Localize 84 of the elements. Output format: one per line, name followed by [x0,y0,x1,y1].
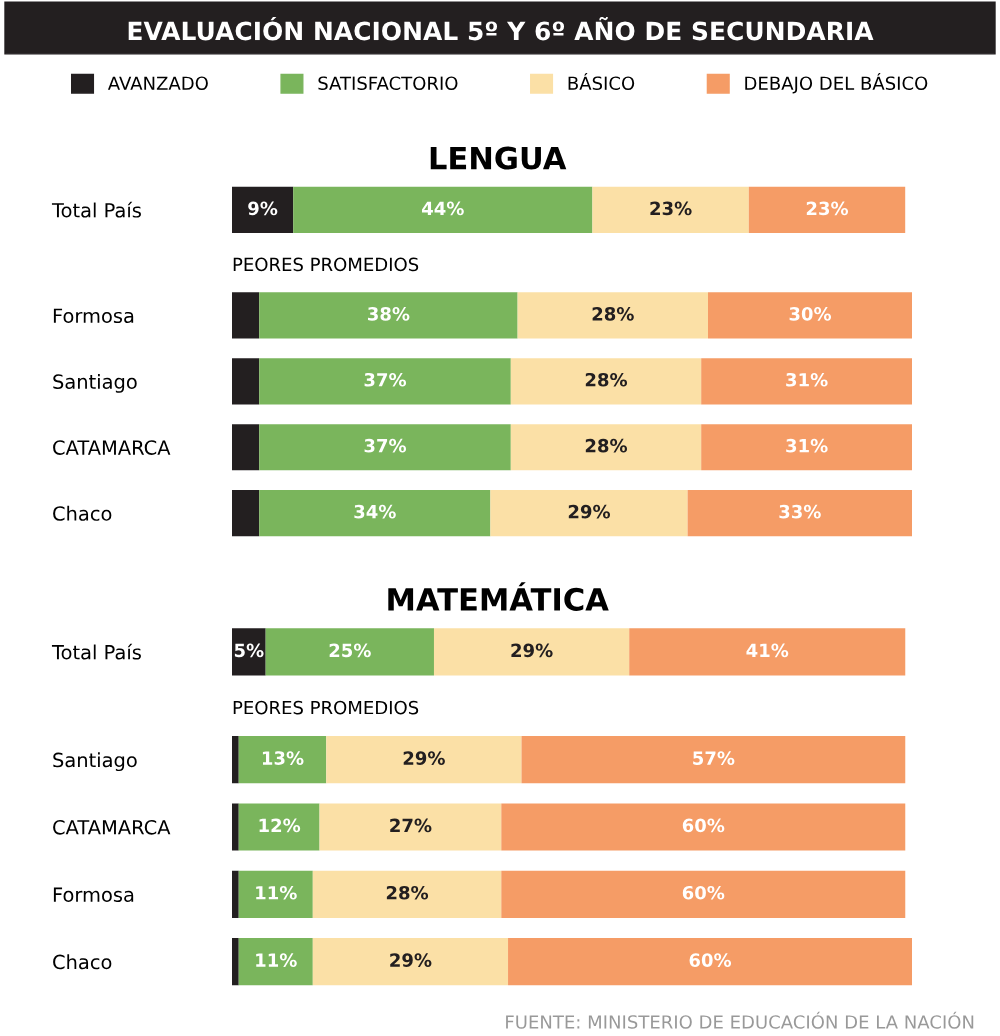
bar [259,292,518,339]
data-label: 44% [422,201,464,216]
data-label: 37% [364,438,407,453]
data-label: 5% [234,643,264,658]
data-label: 28% [585,438,628,453]
bar [687,490,912,537]
legend-label: SATISFACTORIO [318,76,458,91]
y-tick-label: Santiago [53,373,137,393]
bar [232,490,260,537]
bar [319,803,502,851]
bar [259,490,491,537]
data-label: 27% [390,818,432,833]
data-label: 9% [248,201,278,216]
bar [238,870,313,918]
data-label: 13% [262,751,304,765]
y-tick-label: Chaco [53,505,112,521]
data-label: 37% [364,372,407,387]
data-label: 31% [786,372,828,387]
data-label: 29% [568,504,611,519]
bar [510,358,702,405]
bar [312,870,502,918]
data-label: 31% [786,438,828,453]
data-label: 60% [682,818,725,833]
data-label: 34% [354,504,396,519]
data-label: 23% [650,201,692,216]
legend-label: AVANZADO [107,76,208,91]
y-tick-label: Formosa [53,887,134,902]
bar [312,938,509,986]
y-tick-label: Formosa [53,308,134,324]
data-label: 60% [682,885,725,900]
data-label: 28% [386,885,429,900]
data-label: 57% [693,751,735,765]
bar [501,870,906,918]
bar [232,870,239,918]
bar [259,358,511,405]
data-label: 30% [789,307,832,321]
data-label: 28% [592,307,634,321]
bar [238,938,313,986]
bar [508,938,912,986]
annotation: PEORES PROMEDIOS [233,700,419,715]
annotation: PEORES PROMEDIOS [233,257,419,272]
bar [232,292,260,339]
source-note: FUENTE: MINISTERIO DE EDUCACIÓN DE LA NACIÓN [506,1011,974,1029]
y-tick-label: Santiago [53,752,137,772]
chart-subtitle: MATEMÁTICA [388,582,609,611]
bar [238,736,327,784]
chart-subtitle: LENGUA [430,146,567,170]
bar [232,938,239,986]
data-label: 25% [329,643,371,658]
bar [708,292,912,339]
data-label: 60% [689,953,732,967]
data-label: 12% [259,818,301,833]
bar [232,358,260,405]
data-label: 29% [403,751,445,765]
y-tick-label: Total País [51,643,141,660]
legend-label: DEBAJO DEL BÁSICO [745,73,928,94]
data-label: 33% [779,504,821,519]
bar [232,424,260,471]
bar [232,803,239,851]
data-label: 41% [746,643,789,658]
y-tick-label: Total País [51,201,141,218]
data-label: 11% [256,953,297,967]
data-label: 11% [256,885,297,900]
bar [521,736,906,784]
data-label: 29% [511,643,553,658]
y-tick-label: Chaco [53,954,112,970]
bar [701,358,912,405]
bar [490,490,688,537]
bar [517,292,708,339]
bar [701,424,912,471]
data-label: 28% [585,372,628,387]
bar [510,424,702,471]
data-label: 23% [806,201,849,216]
bar [501,803,906,851]
data-label: 38% [368,307,410,321]
y-tick-label: CATAMARCA [53,440,171,455]
bar [326,736,522,784]
bar [238,803,320,851]
data-label: 29% [390,953,432,967]
bar [232,736,239,784]
chart-title: EVALUACIÓN NACIONAL 5º Y 6º AÑO DE SECUNDARIA [128,16,874,41]
bar [259,424,511,471]
y-tick-label: CATAMARCA [53,819,171,835]
legend-label: BÁSICO [568,73,635,91]
